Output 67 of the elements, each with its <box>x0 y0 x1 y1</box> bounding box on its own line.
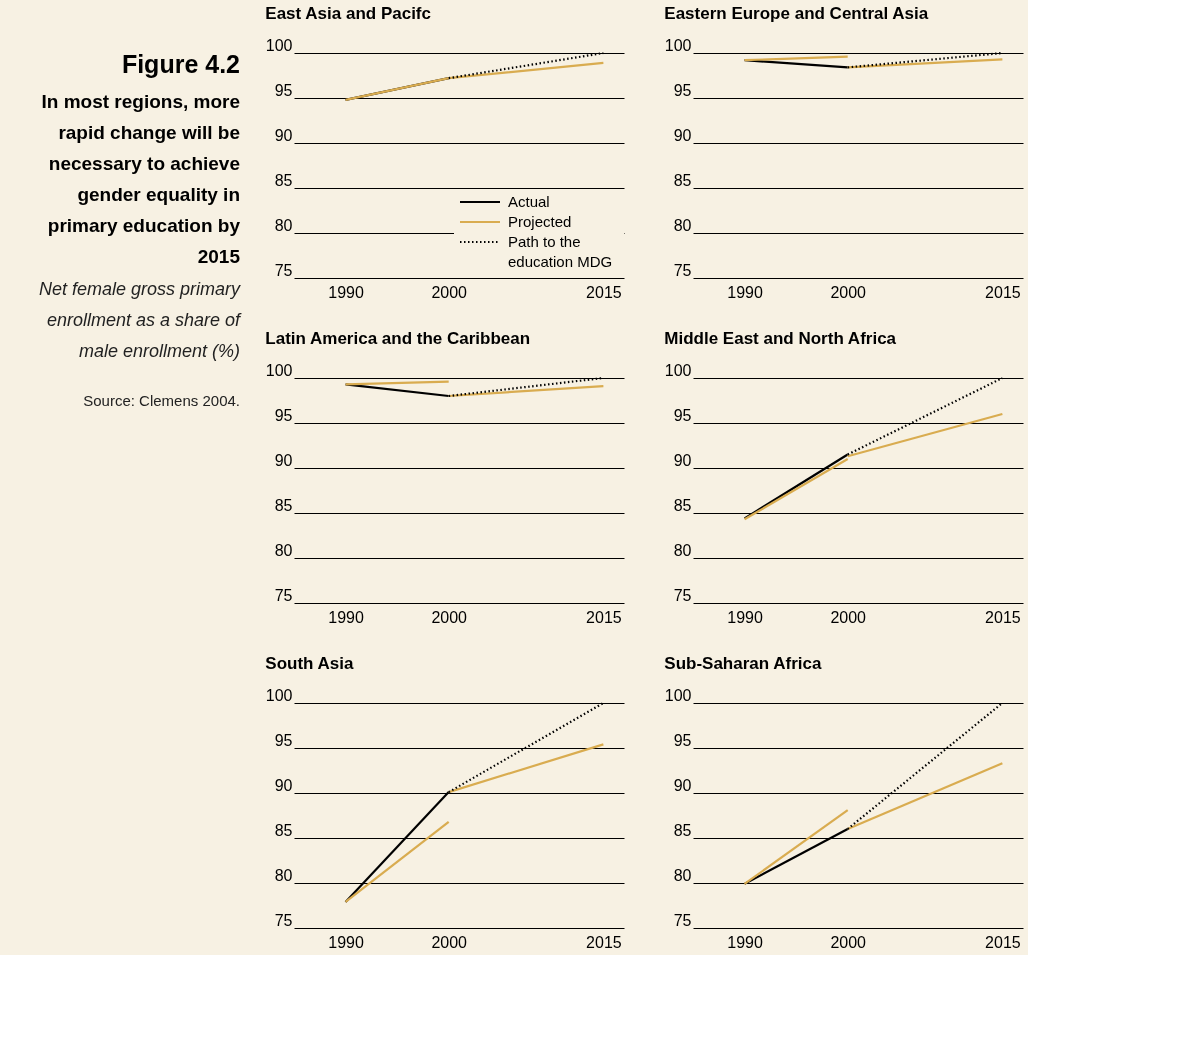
y-tick-label: 90 <box>673 451 692 469</box>
x-tick-label: 2000 <box>431 933 468 951</box>
y-tick-label: 80 <box>274 216 293 234</box>
y-tick-label: 100 <box>265 686 293 704</box>
x-tick-label: 2000 <box>830 283 867 301</box>
chart-title: South Asia <box>265 654 354 673</box>
y-tick-label: 95 <box>673 406 692 424</box>
x-tick-label: 1990 <box>727 283 763 301</box>
x-tick-label: 2015 <box>985 608 1021 626</box>
y-tick-label: 95 <box>673 731 692 749</box>
y-tick-label: 90 <box>274 126 293 144</box>
x-tick-label: 1990 <box>328 608 364 626</box>
y-tick-label: 75 <box>673 911 692 929</box>
y-tick-label: 100 <box>265 361 293 379</box>
y-tick-label: 85 <box>274 171 293 189</box>
x-tick-label: 1990 <box>727 933 763 951</box>
legend-label: Path to the education MDG <box>508 233 613 270</box>
y-tick-label: 85 <box>274 496 293 514</box>
y-tick-label: 75 <box>274 261 293 279</box>
y-tick-label: 100 <box>664 686 692 704</box>
y-tick-label: 100 <box>265 36 293 54</box>
y-tick-label: 100 <box>664 361 692 379</box>
x-tick-label: 2015 <box>985 933 1021 951</box>
y-tick-label: 80 <box>673 541 692 559</box>
x-tick-label: 2015 <box>586 283 622 301</box>
chart-title: Eastern Europe and Central Asia <box>664 4 929 23</box>
text: Figure 4.2 <box>121 50 240 78</box>
legend-label: Projected <box>508 213 572 230</box>
y-tick-label: 85 <box>673 821 692 839</box>
chart-title: East Asia and Pacifc <box>265 4 431 23</box>
x-tick-label: 2000 <box>830 608 867 626</box>
x-tick-label: 1990 <box>328 933 364 951</box>
y-tick-label: 95 <box>274 81 293 99</box>
x-tick-label: 2015 <box>985 283 1021 301</box>
chart-title: Middle East and North Africa <box>664 329 897 348</box>
chart-title: Latin America and the Caribbean <box>265 329 531 348</box>
y-tick-label: 90 <box>274 776 293 794</box>
text: In most regions, more rapid change will be necessary to achieve gender equality in primary education by 2015 <box>41 91 241 267</box>
x-tick-label: 1990 <box>727 608 763 626</box>
y-tick-label: 75 <box>274 911 293 929</box>
y-tick-label: 85 <box>673 496 692 514</box>
x-tick-label: 2000 <box>830 933 867 951</box>
y-tick-label: 80 <box>673 216 692 234</box>
y-tick-label: 100 <box>664 36 692 54</box>
text: Net female gross primary enrollment as a share of male enrollment (%) <box>38 279 242 361</box>
chart-title: Sub-Saharan Africa <box>664 654 822 673</box>
legend-label: Actual <box>508 193 550 210</box>
y-tick-label: 90 <box>673 126 692 144</box>
y-tick-label: 85 <box>274 821 293 839</box>
y-tick-label: 90 <box>673 776 692 794</box>
y-tick-label: 75 <box>673 261 692 279</box>
x-tick-label: 1990 <box>328 283 364 301</box>
x-tick-label: 2015 <box>586 933 622 951</box>
y-tick-label: 75 <box>274 586 293 604</box>
y-tick-label: 90 <box>274 451 293 469</box>
y-tick-label: 95 <box>274 406 293 424</box>
y-tick-label: 80 <box>673 866 692 884</box>
y-tick-label: 75 <box>673 586 692 604</box>
x-tick-label: 2000 <box>431 283 468 301</box>
y-tick-label: 80 <box>274 866 293 884</box>
y-tick-label: 85 <box>673 171 692 189</box>
y-tick-label: 95 <box>673 81 692 99</box>
y-tick-label: 95 <box>274 731 293 749</box>
x-tick-label: 2000 <box>431 608 468 626</box>
x-tick-label: 2015 <box>586 608 622 626</box>
y-tick-label: 80 <box>274 541 293 559</box>
source-note: Source: Clemens 2004. <box>83 392 240 409</box>
